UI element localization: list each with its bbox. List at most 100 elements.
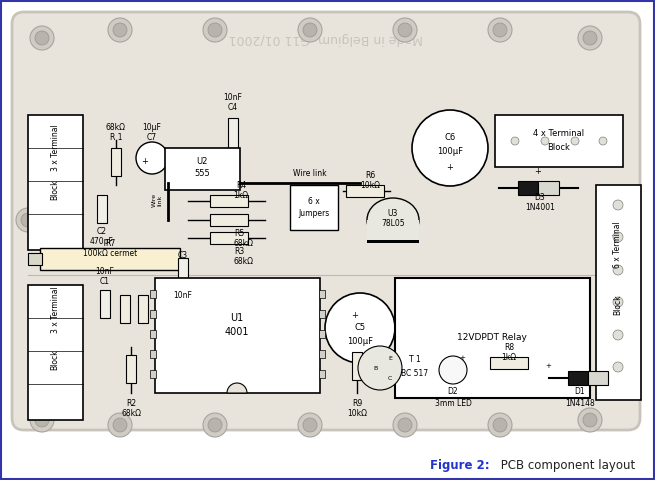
Text: 78L05: 78L05 — [381, 219, 405, 228]
Text: +: + — [459, 355, 465, 361]
Bar — [319, 370, 325, 378]
Text: 6 x: 6 x — [308, 197, 320, 206]
Text: R8: R8 — [504, 344, 514, 352]
Circle shape — [21, 213, 35, 227]
Text: R5: R5 — [234, 228, 244, 238]
Circle shape — [16, 208, 40, 232]
Circle shape — [203, 18, 227, 42]
Circle shape — [613, 297, 623, 307]
Circle shape — [208, 23, 222, 37]
Circle shape — [108, 18, 132, 42]
Text: U2: U2 — [196, 157, 208, 167]
Circle shape — [393, 18, 417, 42]
Bar — [165, 148, 240, 190]
Circle shape — [412, 110, 488, 186]
Bar — [111, 148, 121, 176]
Text: 68kΩ: 68kΩ — [121, 408, 141, 418]
Circle shape — [136, 142, 168, 174]
Circle shape — [493, 418, 507, 432]
Text: +: + — [447, 163, 453, 171]
Circle shape — [488, 413, 512, 437]
Text: C: C — [388, 375, 392, 381]
Text: 6 x Terminal: 6 x Terminal — [614, 222, 622, 268]
Bar — [588, 371, 608, 385]
Text: 1kΩ: 1kΩ — [502, 352, 517, 361]
Bar — [28, 115, 83, 250]
Text: Block: Block — [548, 144, 571, 153]
Text: 12VDPDT Relay: 12VDPDT Relay — [457, 334, 527, 343]
Bar — [319, 290, 325, 298]
Circle shape — [113, 23, 127, 37]
Bar — [210, 214, 248, 226]
Text: R9: R9 — [352, 398, 362, 408]
Bar — [155, 278, 320, 393]
Text: Block: Block — [614, 295, 622, 315]
Text: R4: R4 — [236, 180, 246, 190]
Circle shape — [208, 418, 222, 432]
Text: R2: R2 — [126, 398, 136, 408]
Text: R 1: R 1 — [110, 133, 122, 143]
Text: 3 x Terminal: 3 x Terminal — [50, 125, 60, 171]
Text: Made in Belgium  G11 01/2001: Made in Belgium G11 01/2001 — [229, 32, 423, 45]
Circle shape — [583, 413, 597, 427]
Text: 100µF: 100µF — [437, 147, 463, 156]
Bar — [538, 181, 559, 195]
Circle shape — [613, 265, 623, 275]
Circle shape — [578, 26, 602, 50]
Text: 10kΩ: 10kΩ — [347, 408, 367, 418]
Circle shape — [35, 413, 49, 427]
Bar — [100, 290, 110, 318]
Text: C6: C6 — [444, 133, 456, 143]
Text: R6: R6 — [365, 171, 375, 180]
Bar — [210, 195, 248, 207]
Bar — [319, 310, 325, 318]
Circle shape — [398, 418, 412, 432]
Bar — [228, 118, 238, 148]
Circle shape — [398, 23, 412, 37]
Circle shape — [303, 23, 317, 37]
Text: E: E — [388, 356, 392, 360]
Wedge shape — [227, 383, 247, 393]
Text: R7: R7 — [105, 240, 115, 249]
Circle shape — [358, 346, 402, 390]
Circle shape — [620, 213, 634, 227]
Text: 470pF: 470pF — [90, 238, 114, 247]
Bar — [40, 248, 180, 270]
Text: 3mm LED: 3mm LED — [434, 398, 472, 408]
Circle shape — [298, 413, 322, 437]
Circle shape — [613, 232, 623, 242]
Circle shape — [439, 356, 467, 384]
Text: 10kΩ: 10kΩ — [360, 181, 380, 191]
Bar — [490, 357, 528, 369]
Text: 68kΩ: 68kΩ — [234, 257, 254, 266]
Bar — [150, 350, 156, 358]
Text: Block: Block — [50, 350, 60, 370]
Circle shape — [108, 413, 132, 437]
Circle shape — [571, 137, 579, 145]
Circle shape — [298, 18, 322, 42]
Text: 10nF: 10nF — [223, 93, 242, 101]
Text: D2: D2 — [447, 387, 458, 396]
Bar — [596, 185, 641, 400]
Bar — [120, 295, 130, 323]
Text: U3: U3 — [388, 208, 398, 217]
Text: C7: C7 — [147, 133, 157, 143]
Bar — [150, 310, 156, 318]
Text: T 1: T 1 — [409, 356, 421, 364]
Circle shape — [613, 330, 623, 340]
Text: C5: C5 — [354, 324, 365, 333]
Bar — [319, 330, 325, 338]
Text: BC 517: BC 517 — [402, 369, 428, 377]
Circle shape — [599, 137, 607, 145]
Text: C4: C4 — [228, 104, 238, 112]
Text: Jumpers: Jumpers — [299, 209, 329, 218]
Text: 3 x Terminal: 3 x Terminal — [50, 287, 60, 334]
Text: Block: Block — [50, 180, 60, 200]
Circle shape — [613, 362, 623, 372]
Text: B: B — [374, 365, 378, 371]
Bar — [518, 181, 538, 195]
Circle shape — [35, 31, 49, 45]
Text: 4001: 4001 — [225, 327, 250, 337]
Text: 100µF: 100µF — [347, 337, 373, 347]
Text: 10nF: 10nF — [174, 290, 193, 300]
